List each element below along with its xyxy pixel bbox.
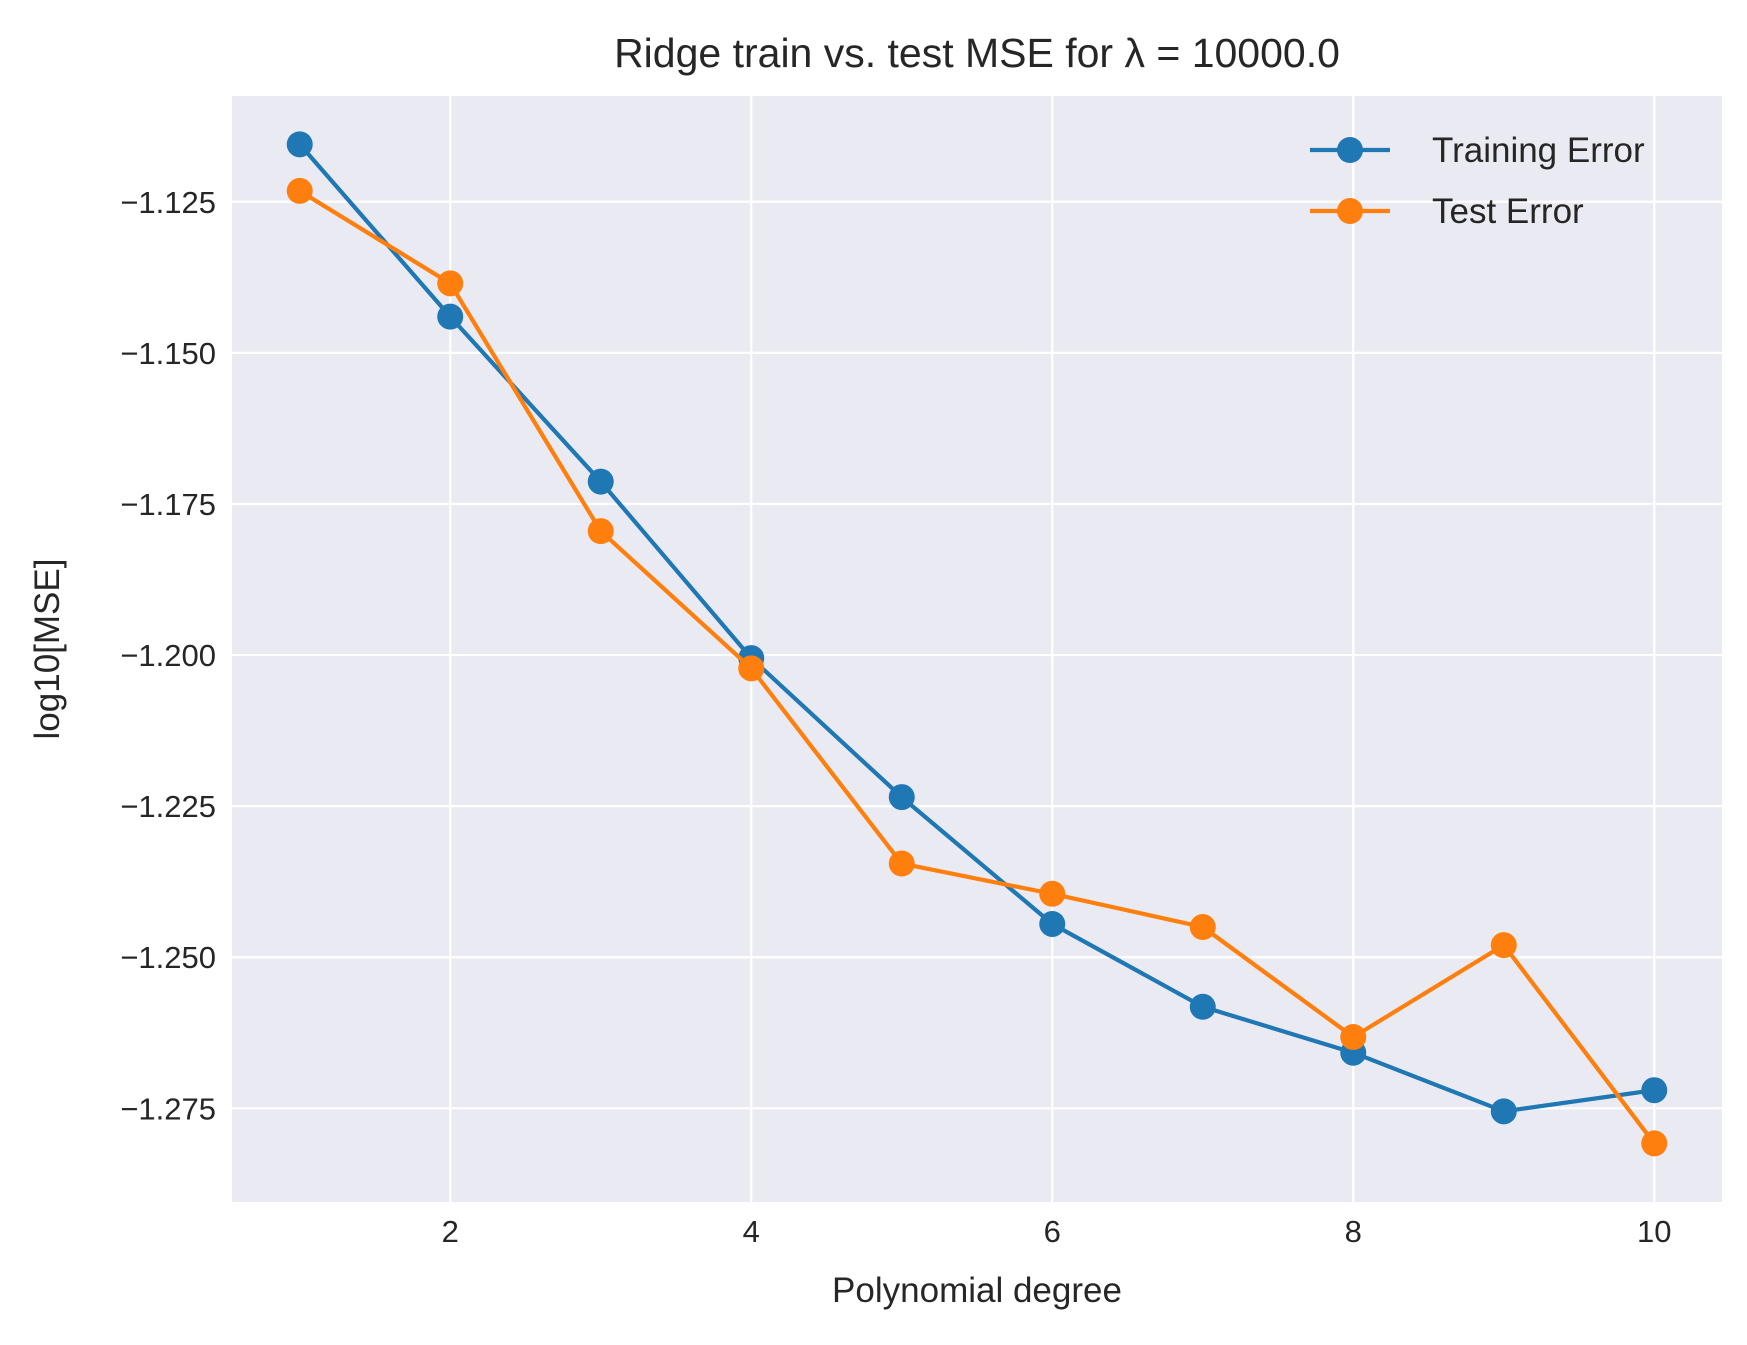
y-tick-label: −1.175 xyxy=(120,487,216,522)
data-point xyxy=(1039,880,1066,907)
data-point xyxy=(437,270,464,297)
y-axis-label: log10[MSE] xyxy=(28,559,67,740)
data-point xyxy=(437,303,464,330)
data-point xyxy=(286,177,313,204)
data-point xyxy=(888,850,915,877)
data-point xyxy=(1189,914,1216,941)
legend-item: Test Error xyxy=(1310,192,1584,231)
y-tick-label: −1.150 xyxy=(120,336,216,371)
grid xyxy=(232,96,1722,1202)
series-layer xyxy=(286,131,1668,1157)
data-point xyxy=(888,784,915,811)
data-point xyxy=(1490,932,1517,959)
legend-item: Training Error xyxy=(1310,131,1645,170)
data-point xyxy=(1340,1024,1367,1051)
x-tick-label: 8 xyxy=(1345,1214,1362,1249)
x-axis-label: Polynomial degree xyxy=(832,1271,1122,1310)
data-point xyxy=(1189,993,1216,1020)
data-point xyxy=(1641,1077,1668,1104)
x-tick-label: 4 xyxy=(743,1214,760,1249)
series-line xyxy=(298,189,1656,1145)
legend-label: Test Error xyxy=(1432,192,1584,231)
data-point xyxy=(1490,1098,1517,1125)
y-tick-label: −1.125 xyxy=(120,185,216,220)
x-tick-label: 6 xyxy=(1044,1214,1061,1249)
y-tick-label: −1.275 xyxy=(120,1091,216,1126)
data-point xyxy=(587,468,614,495)
y-tick-label: −1.250 xyxy=(120,940,216,975)
tick-labels: 2 4 6 8 10 −1.125 −1.150 −1.175 −1.200 −1.225 −1.2… xyxy=(120,185,1671,1249)
data-point xyxy=(1039,910,1066,937)
series-training-error xyxy=(286,131,1668,1125)
x-tick-label: 2 xyxy=(442,1214,459,1249)
x-tick-label: 10 xyxy=(1637,1214,1671,1249)
y-tick-label: −1.200 xyxy=(120,638,216,673)
legend-marker xyxy=(1337,198,1363,224)
y-tick-label: −1.225 xyxy=(120,789,216,824)
chart-title: Ridge train vs. test MSE for λ = 10000.0 xyxy=(614,30,1340,76)
data-point xyxy=(1641,1130,1668,1157)
data-point xyxy=(587,518,614,545)
data-point xyxy=(738,655,765,682)
series-test-error xyxy=(286,177,1668,1157)
series-line xyxy=(298,142,1655,1114)
plot-area xyxy=(232,96,1722,1202)
legend: Training Error Test Error xyxy=(1310,131,1645,231)
data-point xyxy=(286,131,313,158)
legend-label: Training Error xyxy=(1432,131,1645,170)
legend-marker xyxy=(1337,137,1363,163)
